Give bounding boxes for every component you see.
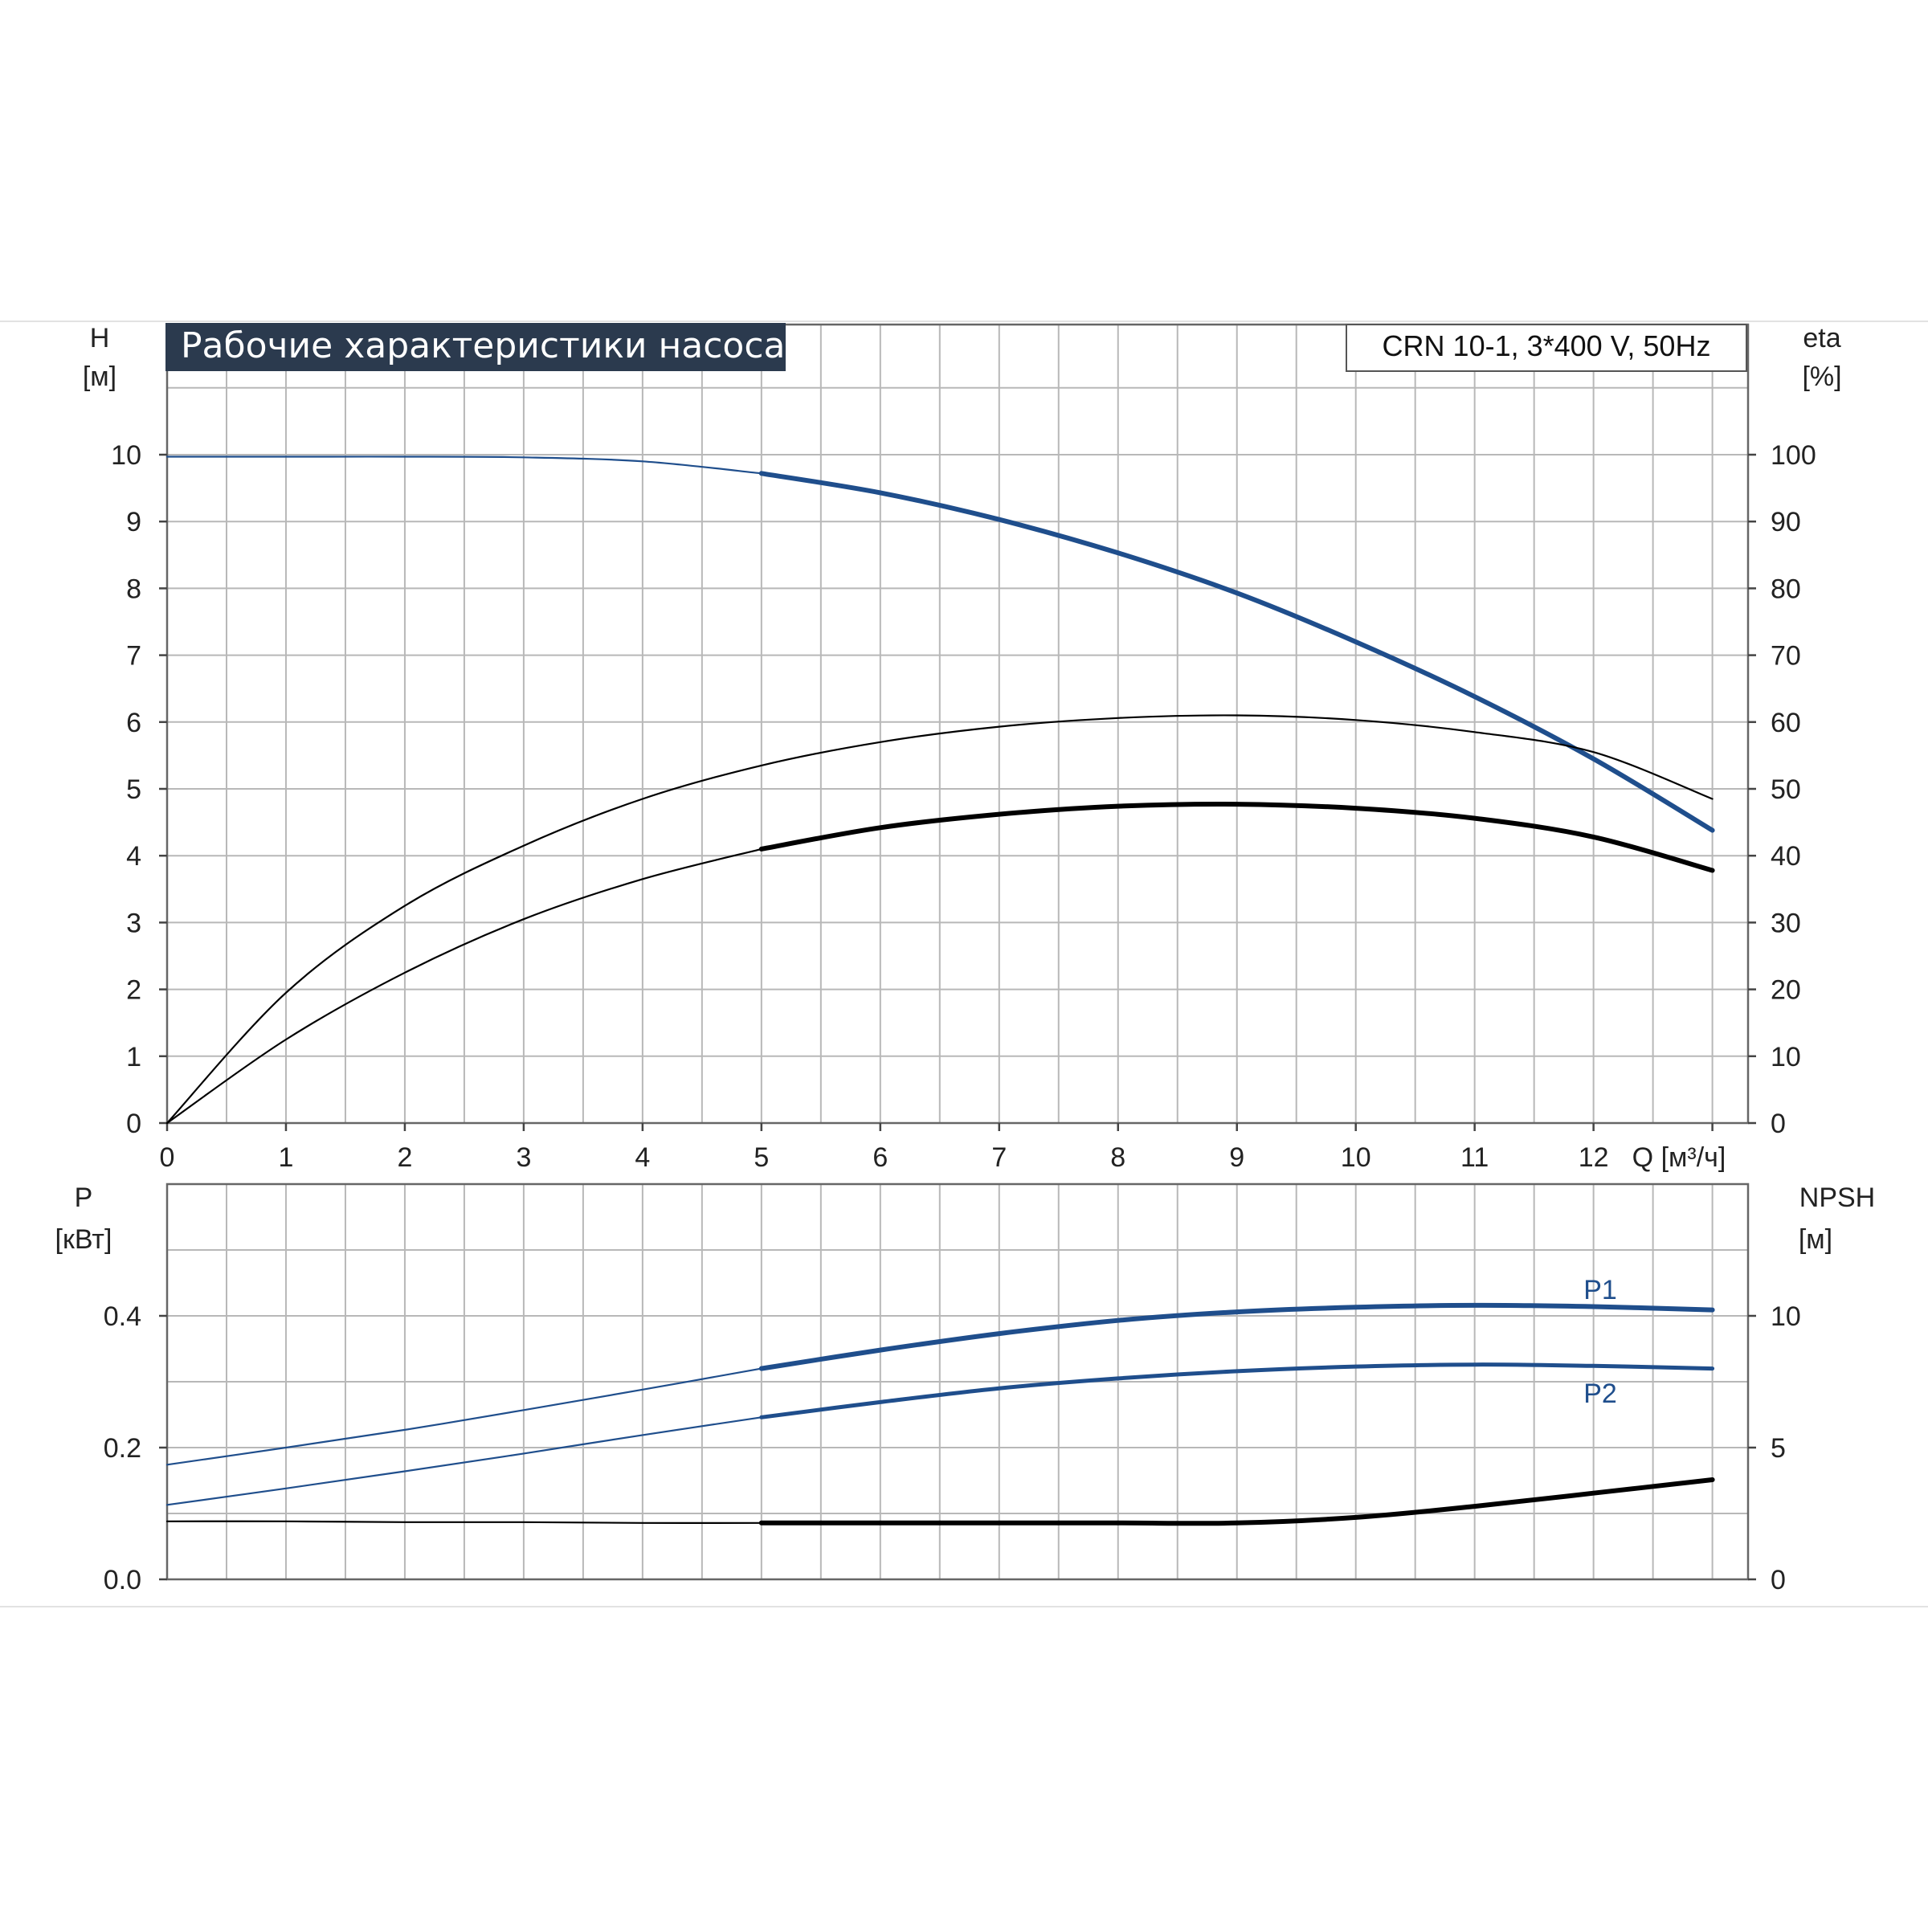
top-curves: [165, 455, 1715, 1125]
efficiency-curve-lower-thick: [758, 802, 1715, 873]
x-tick-label: 8: [1110, 1142, 1125, 1173]
efficiency-curve-lower-thin: [165, 848, 762, 1125]
npsh-axis-label-unit: [м]: [1799, 1224, 1832, 1255]
npsh-tick-label: 0: [1771, 1565, 1786, 1595]
y-left-tick-label: 6: [126, 708, 141, 738]
y-right-label-name: eta: [1803, 323, 1840, 353]
bottom-grid: [167, 1184, 1748, 1579]
y-left-tick-label: 7: [126, 641, 141, 672]
y-right-tick-label: 30: [1771, 908, 1801, 938]
x-tick-label: 5: [754, 1142, 769, 1173]
p2-curve-thick: [759, 1362, 1715, 1419]
chart-title: Рабочие характеристики насоса: [181, 325, 785, 366]
x-tick-label: 0: [160, 1142, 175, 1173]
y-left-tick-label: 0: [126, 1109, 141, 1139]
x-tick-label: 11: [1460, 1142, 1489, 1173]
x-tick-label: 1: [279, 1142, 294, 1173]
y-left-label-name: H: [90, 323, 110, 353]
y-left-tick-label: 10: [111, 440, 141, 471]
y-right-tick-label: 90: [1771, 507, 1801, 537]
npsh-tick-label: 10: [1771, 1301, 1801, 1332]
x-tick-label: 4: [635, 1142, 650, 1173]
x-tick-label: 2: [397, 1142, 412, 1173]
y-right-tick-label: 60: [1771, 708, 1801, 738]
y-left-tick-label: 3: [126, 908, 141, 938]
y-right-label-unit: [%]: [1802, 361, 1841, 392]
model-label-box: [1346, 324, 1747, 372]
bottom-plot-frame: [165, 1182, 1750, 1581]
p1-series-label: P1: [1583, 1275, 1617, 1305]
y-left-tick-label: 8: [126, 574, 141, 604]
y-right-tick-label: 70: [1771, 641, 1801, 672]
top-grid: [167, 325, 1748, 1123]
bottom-ticks: 0.0 0.2 0.4 0 5 10: [104, 1301, 1801, 1595]
npsh-curve-thick: [758, 1477, 1715, 1526]
p2-curve-thin: [165, 1416, 762, 1506]
x-axis-label: Q [м³/ч]: [1632, 1142, 1726, 1173]
y-left-tick-label: 1: [126, 1042, 141, 1072]
bottom-curves: [165, 1302, 1715, 1526]
head-curve-thick: [758, 471, 1715, 833]
npsh-curve-thin: [165, 1520, 762, 1524]
x-tick-label: 9: [1229, 1142, 1244, 1173]
title-box: [165, 323, 786, 371]
y-left-tick-label: 5: [126, 774, 141, 805]
p1-curve-thick: [758, 1302, 1715, 1371]
y-right-tick-label: 100: [1771, 440, 1816, 471]
p1-curve-thin: [165, 1367, 762, 1466]
y-right-tick-label: 50: [1771, 774, 1801, 805]
y-left-tick-label: 2: [126, 975, 141, 1006]
top-plot-frame: [165, 323, 1750, 1125]
y-right-tick-label: 20: [1771, 975, 1801, 1006]
top-ticks: 0 1 2 3 4 5 6 7 8 9 10 11 12012345678910010203040506…: [111, 440, 1816, 1173]
x-tick-label: 12: [1579, 1142, 1609, 1173]
npsh-tick-label: 5: [1771, 1433, 1786, 1464]
x-tick-label: 3: [516, 1142, 531, 1173]
p2-series-label: P2: [1583, 1379, 1617, 1409]
x-tick-label: 7: [991, 1142, 1007, 1173]
y-left-tick-label: 9: [126, 507, 141, 537]
y-right-tick-label: 0: [1771, 1109, 1786, 1139]
x-tick-label: 6: [872, 1142, 888, 1173]
y-right-tick-label: 10: [1771, 1042, 1801, 1072]
power-axis-label-unit: [кВт]: [55, 1224, 112, 1255]
x-tick-label: 10: [1341, 1142, 1371, 1173]
y-right-tick-label: 80: [1771, 574, 1801, 604]
model-label: CRN 10-1, 3*400 V, 50Hz: [1383, 329, 1711, 362]
power-tick-label: 0.2: [104, 1433, 141, 1464]
power-axis-label-name: P: [75, 1182, 93, 1213]
y-left-label-unit: [м]: [83, 361, 116, 392]
y-left-tick-label: 4: [126, 841, 141, 872]
efficiency-curve-upper-thin: [165, 714, 1714, 1125]
head-curve-thin: [165, 455, 762, 475]
y-right-tick-label: 40: [1771, 841, 1801, 872]
npsh-axis-label-name: NPSH: [1799, 1182, 1875, 1213]
power-tick-label: 0.0: [104, 1565, 141, 1595]
power-tick-label: 0.4: [104, 1301, 141, 1332]
